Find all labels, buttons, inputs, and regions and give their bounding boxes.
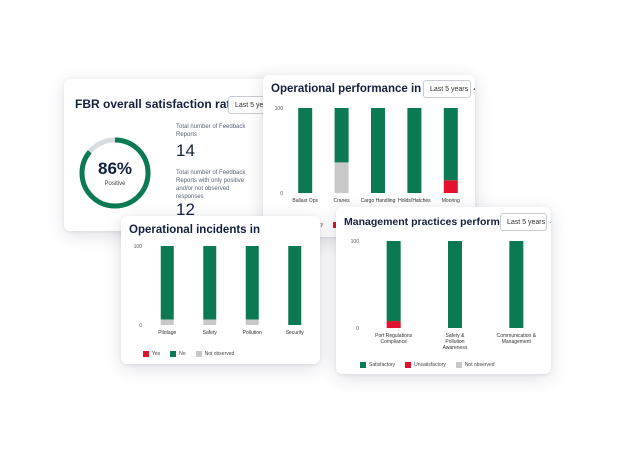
opperf-ytick: 100 (275, 106, 284, 112)
mgmt-legend-item: Satisfactory (360, 362, 395, 368)
opperf-category-label: Cranes (334, 198, 351, 204)
opperf-bar-satisfactory (443, 108, 458, 181)
incidents-bar-no (160, 246, 174, 320)
incidents-category-label: Safety (203, 330, 218, 336)
management-practices-period-dropdown[interactable]: Last 5 years (500, 213, 551, 231)
mgmt-category-label: Communication & (497, 333, 537, 339)
legend-label: Satisfactory (369, 362, 396, 368)
mgmt-ytick: 100 (351, 239, 360, 245)
management-practices-period-label: Last 5 years (507, 218, 546, 226)
opperf-category-label: Cargo Handling (361, 198, 396, 204)
donut-progress-arc (79, 137, 151, 209)
opperf-bar-not-observed (334, 162, 349, 193)
incidents-category-label: Security (286, 330, 305, 336)
legend-label: Yes (152, 351, 161, 357)
legend-label: No (179, 351, 186, 357)
opperf-category-label: Holds/Hatches (398, 198, 431, 204)
incidents-legend-item: Yes (143, 351, 160, 357)
mgmt-category-label: Port Regulations (375, 333, 412, 339)
incidents-legend-item: No (170, 351, 186, 357)
opperf-ytick: 0 (280, 191, 283, 197)
mgmt-legend-item: Not observed (455, 362, 495, 368)
incidents-bar-no (245, 246, 259, 320)
mgmt-category-label: Awareness (443, 345, 468, 351)
incidents-ytick: 0 (139, 323, 142, 329)
legend-label: Unsatisfactory (414, 362, 446, 368)
legend-swatch (360, 362, 366, 368)
operational-performance-title: Operational performance in (271, 83, 422, 95)
incidents-category-label: Pollution (243, 330, 262, 336)
fbr-card-title: FBR overall satisfaction rate (75, 97, 238, 111)
management-practices-card: Management practices performance Last 5 … (336, 207, 551, 374)
fbr-period-label: Last 5 years (235, 101, 274, 109)
management-practices-legend: Satisfactory Unsatisfactory Not observed (360, 362, 495, 368)
opperf-bar-satisfactory (407, 108, 422, 193)
total-reports-label: Total number of Feedback Reports (176, 124, 246, 138)
incidents-ytick: 100 (134, 244, 143, 250)
donut-chart-svg (79, 137, 151, 209)
mgmt-bar-satisfactory (448, 241, 462, 328)
opperf-bar-satisfactory (371, 108, 385, 193)
mgmt-bar-satisfactory (386, 241, 401, 322)
incidents-legend-item: Not observed (195, 351, 235, 357)
legend-swatch (170, 351, 177, 357)
incidents-bar-not-observed (203, 319, 217, 325)
incidents-bar-not-observed (160, 319, 174, 325)
mgmt-bar-unsatisfactory (386, 321, 401, 328)
opperf-category-label: Mooring (442, 198, 460, 204)
mgmt-bar-satisfactory (509, 241, 524, 328)
operational-performance-period-label: Last 5 years (430, 85, 469, 93)
legend-swatch (195, 351, 202, 357)
operational-incidents-chart: 100 0 Pilotage Safety Pollution Security (134, 244, 305, 336)
opperf-bar-satisfactory (298, 108, 313, 193)
mgmt-ytick: 0 (356, 326, 359, 332)
satisfaction-percent: 86% (97, 158, 133, 178)
positive-reports-label: Total number of Feedback Reports with on… (176, 170, 246, 200)
operational-performance-chart: 100 0 Ballast Ops Cranes Cargo Handling Holds… (275, 106, 460, 204)
legend-swatch (405, 362, 412, 368)
mgmt-category-label: Compliance (380, 339, 407, 345)
incidents-bar-not-observed (245, 319, 259, 325)
satisfaction-sub-label: Positive (104, 180, 126, 187)
operational-performance-period-dropdown[interactable]: Last 5 years (423, 80, 475, 98)
incidents-bar-no (203, 246, 217, 320)
satisfaction-donut: 86% Positive (77, 135, 153, 211)
mgmt-category-label: Management (502, 339, 532, 345)
mgmt-category-label: Pollution (445, 339, 464, 345)
legend-swatch (143, 351, 149, 357)
mgmt-category-label: Safety & (446, 333, 466, 339)
opperf-bar-unsatisfactory (443, 180, 458, 193)
incidents-bar-no (288, 246, 302, 325)
operational-incidents-legend: Yes No Not observed (143, 351, 234, 357)
positive-reports-value: 12 (176, 200, 195, 219)
total-reports-value: 14 (176, 141, 195, 160)
operational-incidents-card: Operational incidents in 100 0 Pilotage Saf… (121, 216, 320, 364)
incidents-category-label: Pilotage (158, 330, 176, 336)
management-practices-title: Management practices performance (344, 216, 524, 228)
opperf-bar-satisfactory (334, 108, 349, 163)
opperf-category-label: Ballast Ops (292, 198, 318, 204)
mgmt-legend-item: Unsatisfactory (405, 362, 446, 368)
legend-label: Not observed (464, 362, 495, 368)
legend-swatch (455, 362, 462, 368)
fbr-satisfaction-card: FBR overall satisfaction rate Last 5 yea… (64, 79, 278, 231)
operational-incidents-title: Operational incidents in (129, 224, 260, 236)
legend-label: Not observed (204, 351, 235, 357)
